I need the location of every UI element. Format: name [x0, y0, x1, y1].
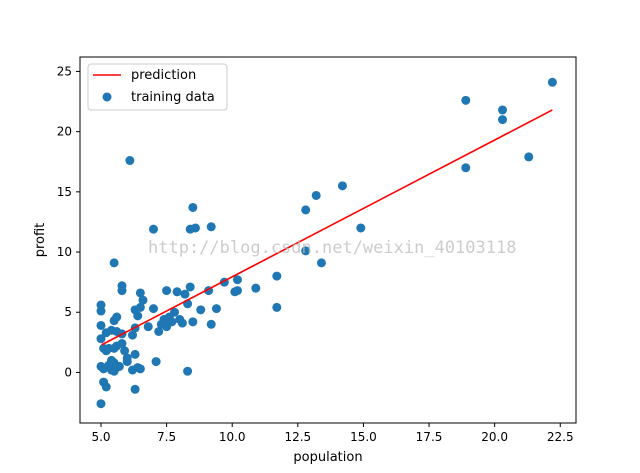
x-tick-label: 10.0 [219, 430, 246, 444]
data-point [211, 304, 221, 314]
data-point [196, 305, 206, 315]
data-point [183, 366, 193, 376]
data-point [316, 258, 326, 268]
data-point [177, 318, 187, 328]
data-point [301, 246, 311, 256]
data-point [206, 222, 216, 232]
data-point [135, 302, 145, 312]
legend: prediction training data [87, 63, 228, 111]
y-tick-label: 20 [57, 125, 72, 139]
data-point [109, 258, 119, 268]
y-tick-label: 10 [57, 245, 72, 259]
data-point [143, 322, 153, 332]
data-point [130, 349, 140, 359]
data-point [117, 281, 127, 291]
data-point [232, 275, 242, 285]
x-tick-label: 17.5 [416, 430, 443, 444]
x-axis-label: population [293, 450, 362, 465]
data-point [356, 223, 366, 233]
data-point [148, 224, 158, 234]
y-tick-label: 0 [64, 365, 72, 379]
plot-frame [79, 56, 577, 424]
x-tick-label: 7.5 [157, 430, 176, 444]
data-point [154, 327, 164, 336]
data-point [188, 202, 198, 212]
data-point [122, 357, 132, 367]
data-point [337, 181, 347, 191]
data-point [547, 77, 557, 87]
data-point [206, 319, 216, 329]
legend-box [87, 63, 228, 111]
x-tick-label: 20.0 [481, 430, 508, 444]
data-point [172, 287, 182, 297]
x-tick-label: 5.0 [91, 430, 110, 444]
data-point [169, 307, 179, 317]
data-point [151, 357, 161, 367]
data-point [461, 95, 471, 105]
data-point [162, 286, 172, 296]
legend-label-prediction: prediction [131, 68, 196, 83]
data-point [117, 339, 127, 349]
y-tick-label: 25 [57, 64, 72, 78]
watermark-text: http://blog.csdn.net/weixin_40103118 [148, 238, 516, 258]
data-point [96, 334, 106, 344]
legend-label-training-data: training data [131, 90, 215, 105]
data-point [109, 358, 119, 368]
data-point [135, 288, 145, 298]
data-point [96, 300, 106, 310]
data-point [112, 312, 122, 322]
x-tick-label: 15.0 [350, 430, 377, 444]
data-point [96, 399, 106, 409]
data-point [101, 346, 111, 356]
data-point [498, 105, 508, 115]
data-point [232, 286, 242, 296]
data-point [135, 364, 145, 374]
data-point [138, 295, 148, 305]
data-point [130, 384, 140, 394]
data-point [311, 190, 321, 200]
data-point [185, 282, 195, 292]
data-point [167, 317, 177, 327]
legend-point-swatch [102, 92, 112, 102]
data-point [127, 330, 137, 340]
data-point [190, 223, 200, 233]
data-point [148, 304, 158, 314]
data-point [180, 289, 190, 299]
y-tick-label: 5 [64, 305, 72, 319]
axis-ticks: 5.0 7.5 10.0 12.5 15.0 17.5 20.0 22.5 0 5 10 15 20 25 [57, 64, 574, 444]
data-point [101, 382, 111, 392]
x-tick-label: 12.5 [284, 430, 311, 444]
data-point [301, 205, 311, 215]
prediction-line [101, 109, 553, 346]
data-point [251, 283, 261, 293]
plot-marks [96, 77, 557, 409]
data-point [461, 163, 471, 173]
y-axis-label: profit [33, 223, 48, 258]
data-point [498, 115, 508, 125]
data-point [272, 302, 282, 312]
data-point [524, 152, 534, 162]
data-point [120, 346, 130, 356]
x-tick-label: 22.5 [547, 430, 574, 444]
data-point [96, 320, 106, 330]
data-point [188, 317, 198, 327]
data-point [125, 156, 135, 166]
y-tick-label: 15 [57, 185, 72, 199]
data-point [272, 271, 282, 281]
